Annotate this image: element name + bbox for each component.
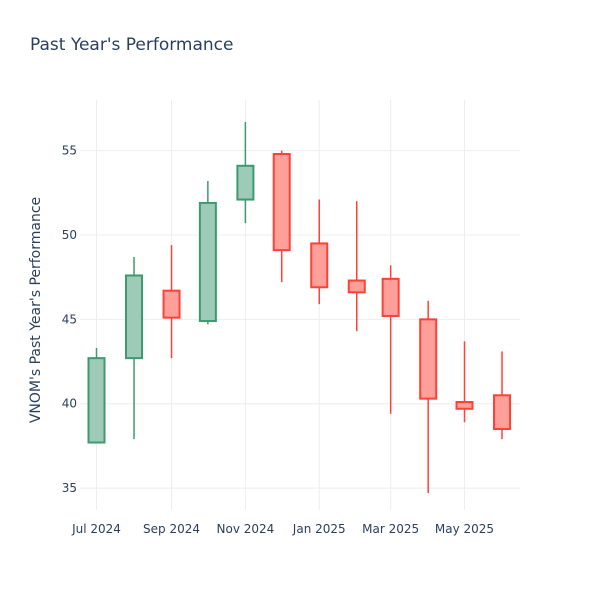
candle-decreasing: [493, 351, 512, 440]
y-tick-label: 35: [62, 481, 77, 495]
candle-increasing: [125, 256, 144, 440]
y-axis-ticks: 35 40 45 50 55: [62, 144, 77, 495]
candle-body: [419, 318, 438, 400]
candles: [87, 121, 512, 494]
candle-body: [87, 357, 106, 444]
x-axis-ticks: Jul 2024 Sep 2024 Nov 2024 Jan 2025 Mar 2025…: [71, 522, 494, 536]
candle-body: [236, 164, 255, 201]
y-tick-label: 50: [62, 228, 77, 242]
chart-title: Past Year's Performance: [30, 35, 234, 55]
candle-decreasing: [347, 201, 366, 332]
x-tick-label: Nov 2024: [217, 522, 275, 536]
x-tick-label: Sep 2024: [143, 522, 200, 536]
candle-decreasing: [419, 300, 438, 494]
candle-decreasing: [455, 341, 474, 423]
grid-lines: [80, 100, 520, 510]
candle-body: [272, 152, 291, 252]
y-tick-label: 40: [62, 397, 77, 411]
candle-decreasing: [272, 150, 291, 283]
candle-body: [455, 401, 474, 410]
y-axis-title: VNOM's Past Year's Performance: [28, 197, 44, 423]
candle-increasing: [236, 121, 255, 224]
x-tick-label: Mar 2025: [362, 522, 419, 536]
candle-body: [198, 201, 217, 323]
candle-increasing: [87, 348, 106, 444]
candle-body: [310, 242, 329, 289]
candle-decreasing: [381, 265, 400, 414]
candle-body: [162, 289, 181, 319]
candle-decreasing: [310, 199, 329, 305]
y-tick-label: 55: [62, 144, 77, 158]
candle-body: [381, 277, 400, 317]
x-tick-label: May 2025: [435, 522, 494, 536]
y-tick-label: 45: [62, 312, 77, 326]
x-tick-label: Jul 2024: [71, 522, 121, 536]
candle-body: [125, 274, 144, 360]
x-tick-label: Jan 2025: [292, 522, 346, 536]
candle-body: [347, 279, 366, 294]
candle-increasing: [198, 180, 217, 325]
candle-body: [493, 394, 512, 431]
candle-decreasing: [162, 245, 181, 359]
